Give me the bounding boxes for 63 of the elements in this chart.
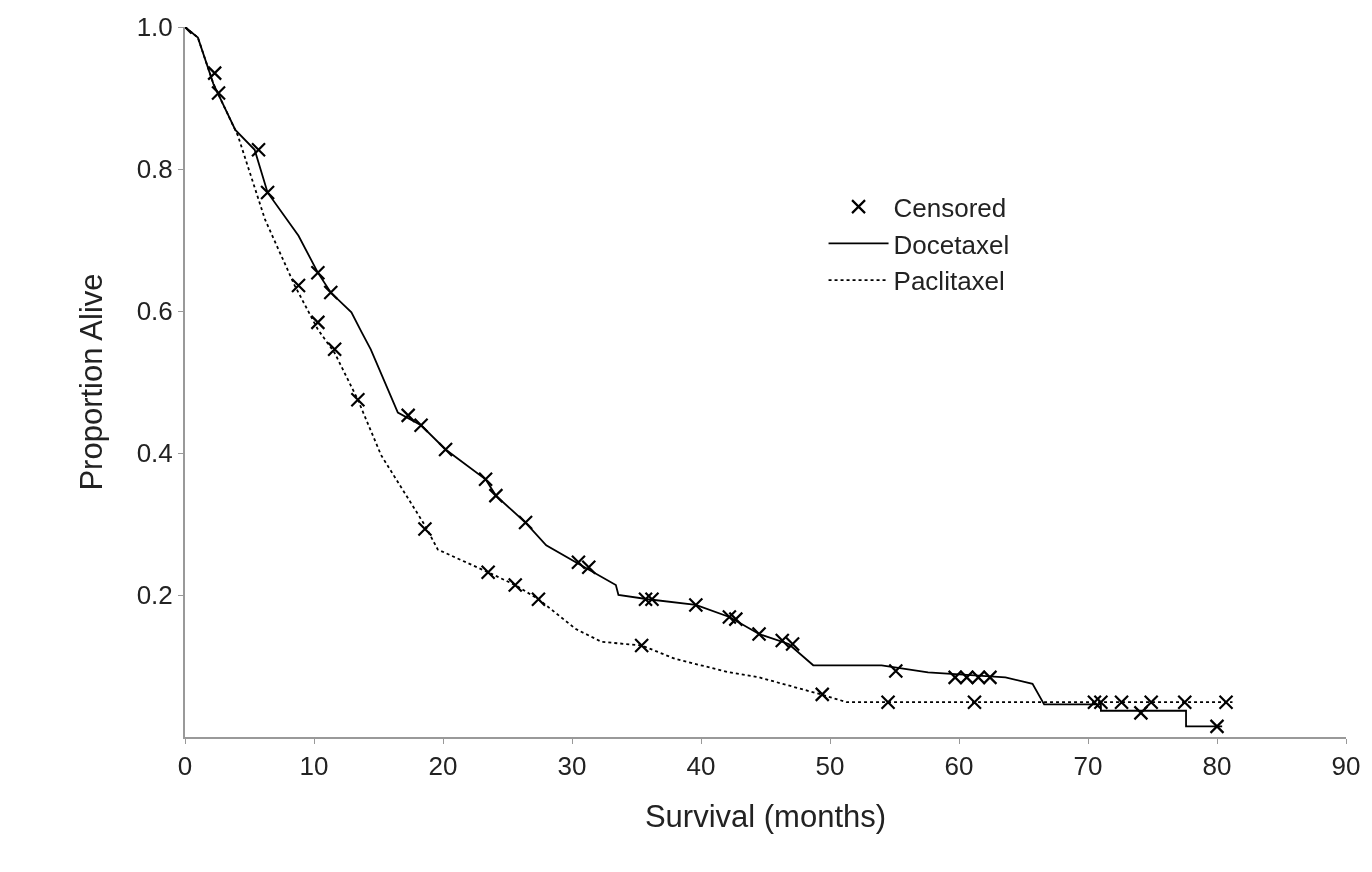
x-tick-label: 20 (428, 751, 458, 782)
point (1209, 718, 1225, 734)
x-axis-title: Survival (months) (644, 798, 887, 834)
point (1086, 694, 1103, 710)
point (250, 142, 267, 158)
point (637, 591, 654, 607)
point (814, 686, 830, 702)
x-tick-label: 80 (1202, 751, 1232, 782)
legend-label: Censored (893, 192, 1007, 223)
point (488, 488, 504, 504)
point (880, 694, 896, 710)
point (728, 611, 744, 627)
point (477, 471, 494, 487)
point (1143, 694, 1159, 710)
point (581, 559, 597, 575)
point (751, 626, 767, 642)
point (1177, 694, 1193, 710)
point (400, 407, 416, 423)
point (310, 265, 326, 281)
point (413, 417, 429, 433)
x-tick-label: 90 (1331, 751, 1361, 782)
point (688, 597, 704, 613)
point (437, 441, 454, 458)
point (480, 564, 496, 580)
point (350, 392, 366, 408)
x-tick-label: 60 (944, 751, 974, 782)
x-tick-label: 10 (299, 751, 329, 782)
y-tick-label: 0.6 (136, 296, 173, 327)
x-tick-label: 40 (686, 751, 716, 782)
point (888, 663, 904, 679)
point (530, 591, 547, 607)
point (784, 636, 801, 652)
legend-label: Docetaxel (893, 229, 1010, 260)
point (290, 277, 307, 294)
point (1133, 705, 1149, 721)
point (1093, 694, 1109, 710)
point (310, 314, 326, 330)
point (1113, 694, 1130, 710)
y-tick-label: 0.4 (136, 438, 173, 469)
y-tick-label: 0.8 (136, 154, 173, 185)
point (644, 591, 660, 607)
y-tick-label: 0.2 (136, 580, 173, 611)
point (323, 284, 339, 301)
y-axis-title: Proportion Alive (73, 273, 109, 491)
x-tick-label: 0 (177, 751, 193, 782)
point (207, 65, 223, 81)
point (259, 184, 276, 201)
point (634, 637, 650, 654)
point (327, 341, 343, 357)
point (1218, 694, 1234, 710)
point (966, 694, 983, 710)
y-tick-label: 1.0 (136, 12, 173, 43)
point (570, 554, 587, 570)
point (517, 514, 534, 531)
point (721, 609, 737, 625)
x-tick-label: 70 (1073, 751, 1103, 782)
point (507, 577, 523, 593)
x-tick-label: 30 (557, 751, 587, 782)
point (417, 521, 433, 537)
legend-label: Paclitaxel (893, 266, 1005, 297)
point (210, 85, 227, 101)
x-tick-label: 50 (815, 751, 845, 782)
point (774, 632, 790, 649)
